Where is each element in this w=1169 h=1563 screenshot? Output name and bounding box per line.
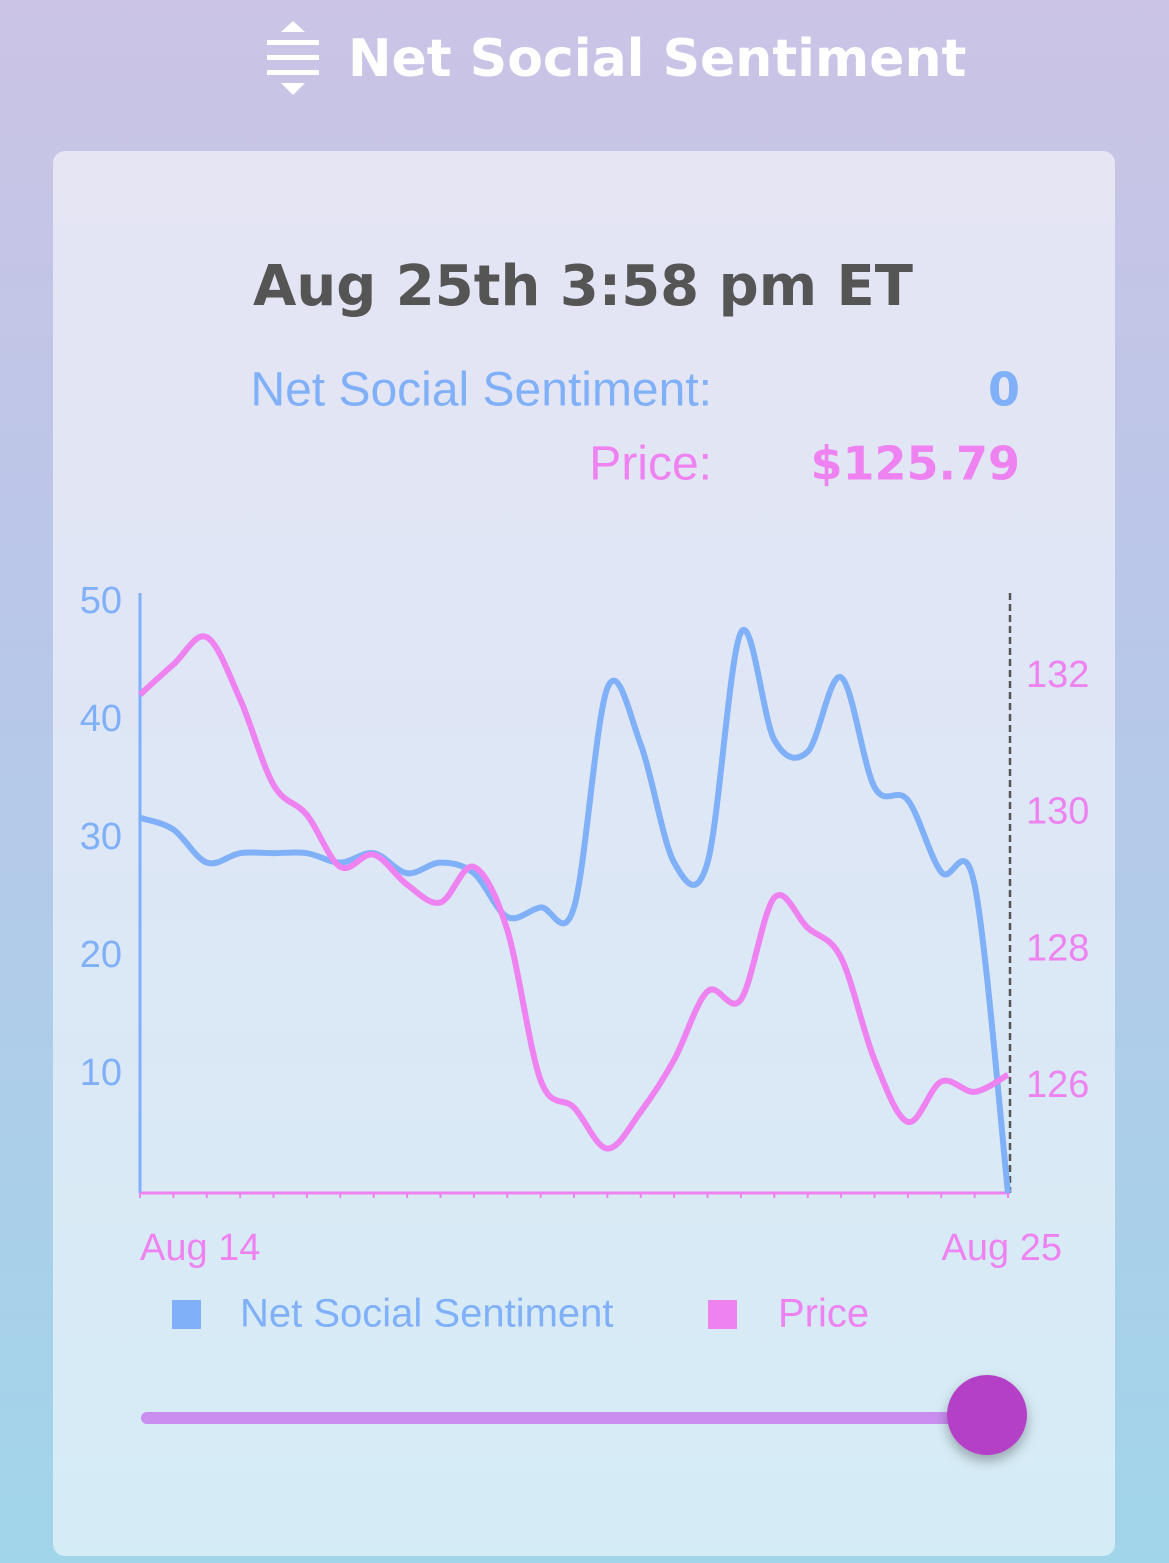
y-tick-label: 40: [80, 698, 122, 740]
y2-tick-label: 130: [1026, 791, 1089, 833]
legend-label: Price: [778, 1292, 869, 1336]
tooltip-label: Price:: [589, 438, 712, 491]
x-tick-label: Aug 25: [942, 1227, 1062, 1269]
series-line: [137, 633, 1010, 1152]
y2-tick-label: 132: [1026, 654, 1089, 696]
header-title: Net Social Sentiment: [348, 29, 966, 89]
x-tick-label: Aug 14: [140, 1227, 260, 1269]
slider-knob[interactable]: [947, 1375, 1027, 1455]
legend-label: Net Social Sentiment: [240, 1292, 614, 1336]
sort-icon[interactable]: [267, 21, 319, 95]
tooltip-value: 0: [988, 363, 1020, 417]
tooltip-label: Net Social Sentiment:: [250, 364, 712, 417]
tooltip-value: $125.79: [810, 437, 1020, 491]
y-tick-label: 20: [80, 934, 122, 976]
legend-swatch: [172, 1300, 201, 1329]
legend-swatch: [708, 1300, 737, 1329]
series-line: [139, 626, 1011, 1194]
y-tick-label: 10: [80, 1052, 122, 1094]
tooltip-date: Aug 25th 3:58 pm ET: [253, 254, 913, 319]
y2-tick-label: 128: [1026, 927, 1089, 969]
y2-tick-label: 126: [1026, 1064, 1089, 1106]
y-tick-label: 30: [80, 816, 122, 858]
chart: Aug 14 Aug 25 10 20 30 40 50 126 128 130 132 Net So…: [80, 580, 1090, 1336]
y-tick-label: 50: [80, 580, 122, 622]
